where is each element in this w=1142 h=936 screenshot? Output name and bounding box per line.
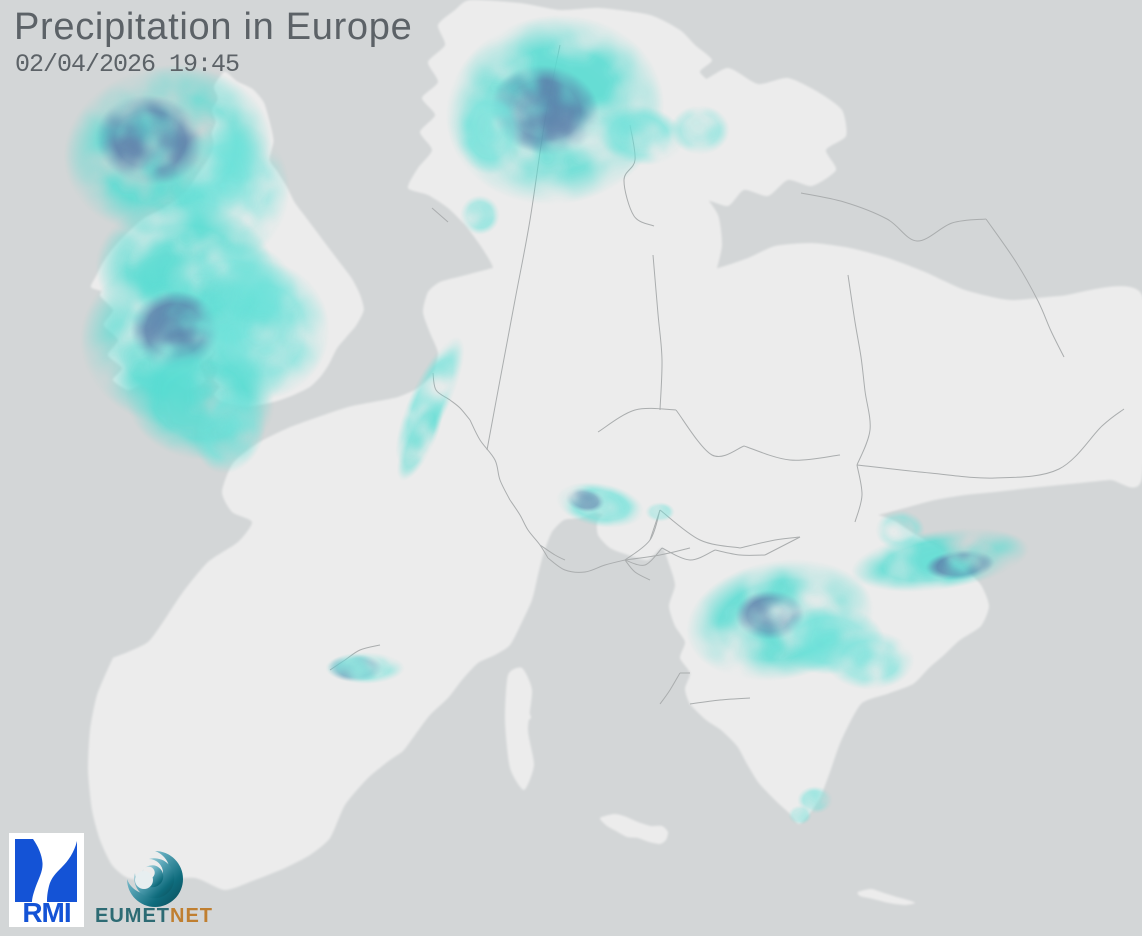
svg-text:RMI: RMI	[22, 897, 70, 927]
